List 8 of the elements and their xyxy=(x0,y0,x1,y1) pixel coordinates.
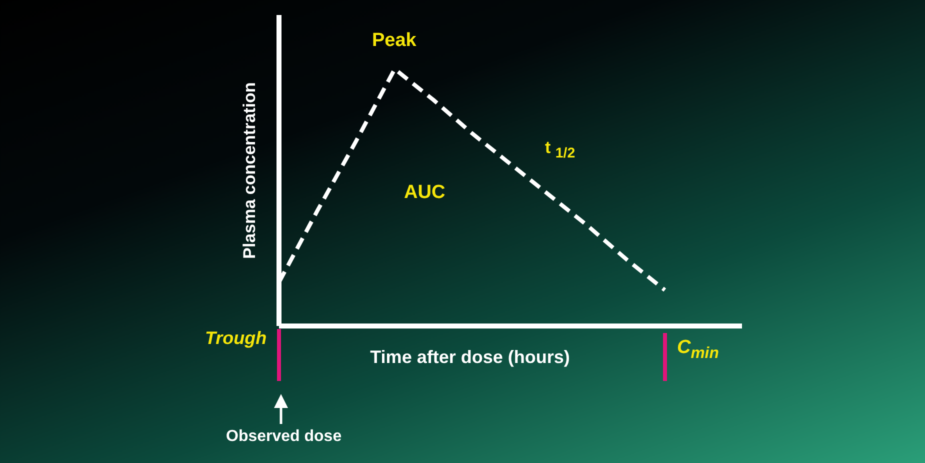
text: Observed dose xyxy=(226,428,342,446)
text: Trough xyxy=(205,328,267,349)
x-axis-title: Time after dose (hours) xyxy=(369,347,571,368)
annotation: t $_{1/2}$ xyxy=(545,138,576,162)
text: Peak xyxy=(372,30,416,52)
y-axis-title: Plasma concentration xyxy=(240,82,260,259)
annotation: AUC xyxy=(404,182,446,204)
text: C$_{min}$ xyxy=(677,337,719,363)
